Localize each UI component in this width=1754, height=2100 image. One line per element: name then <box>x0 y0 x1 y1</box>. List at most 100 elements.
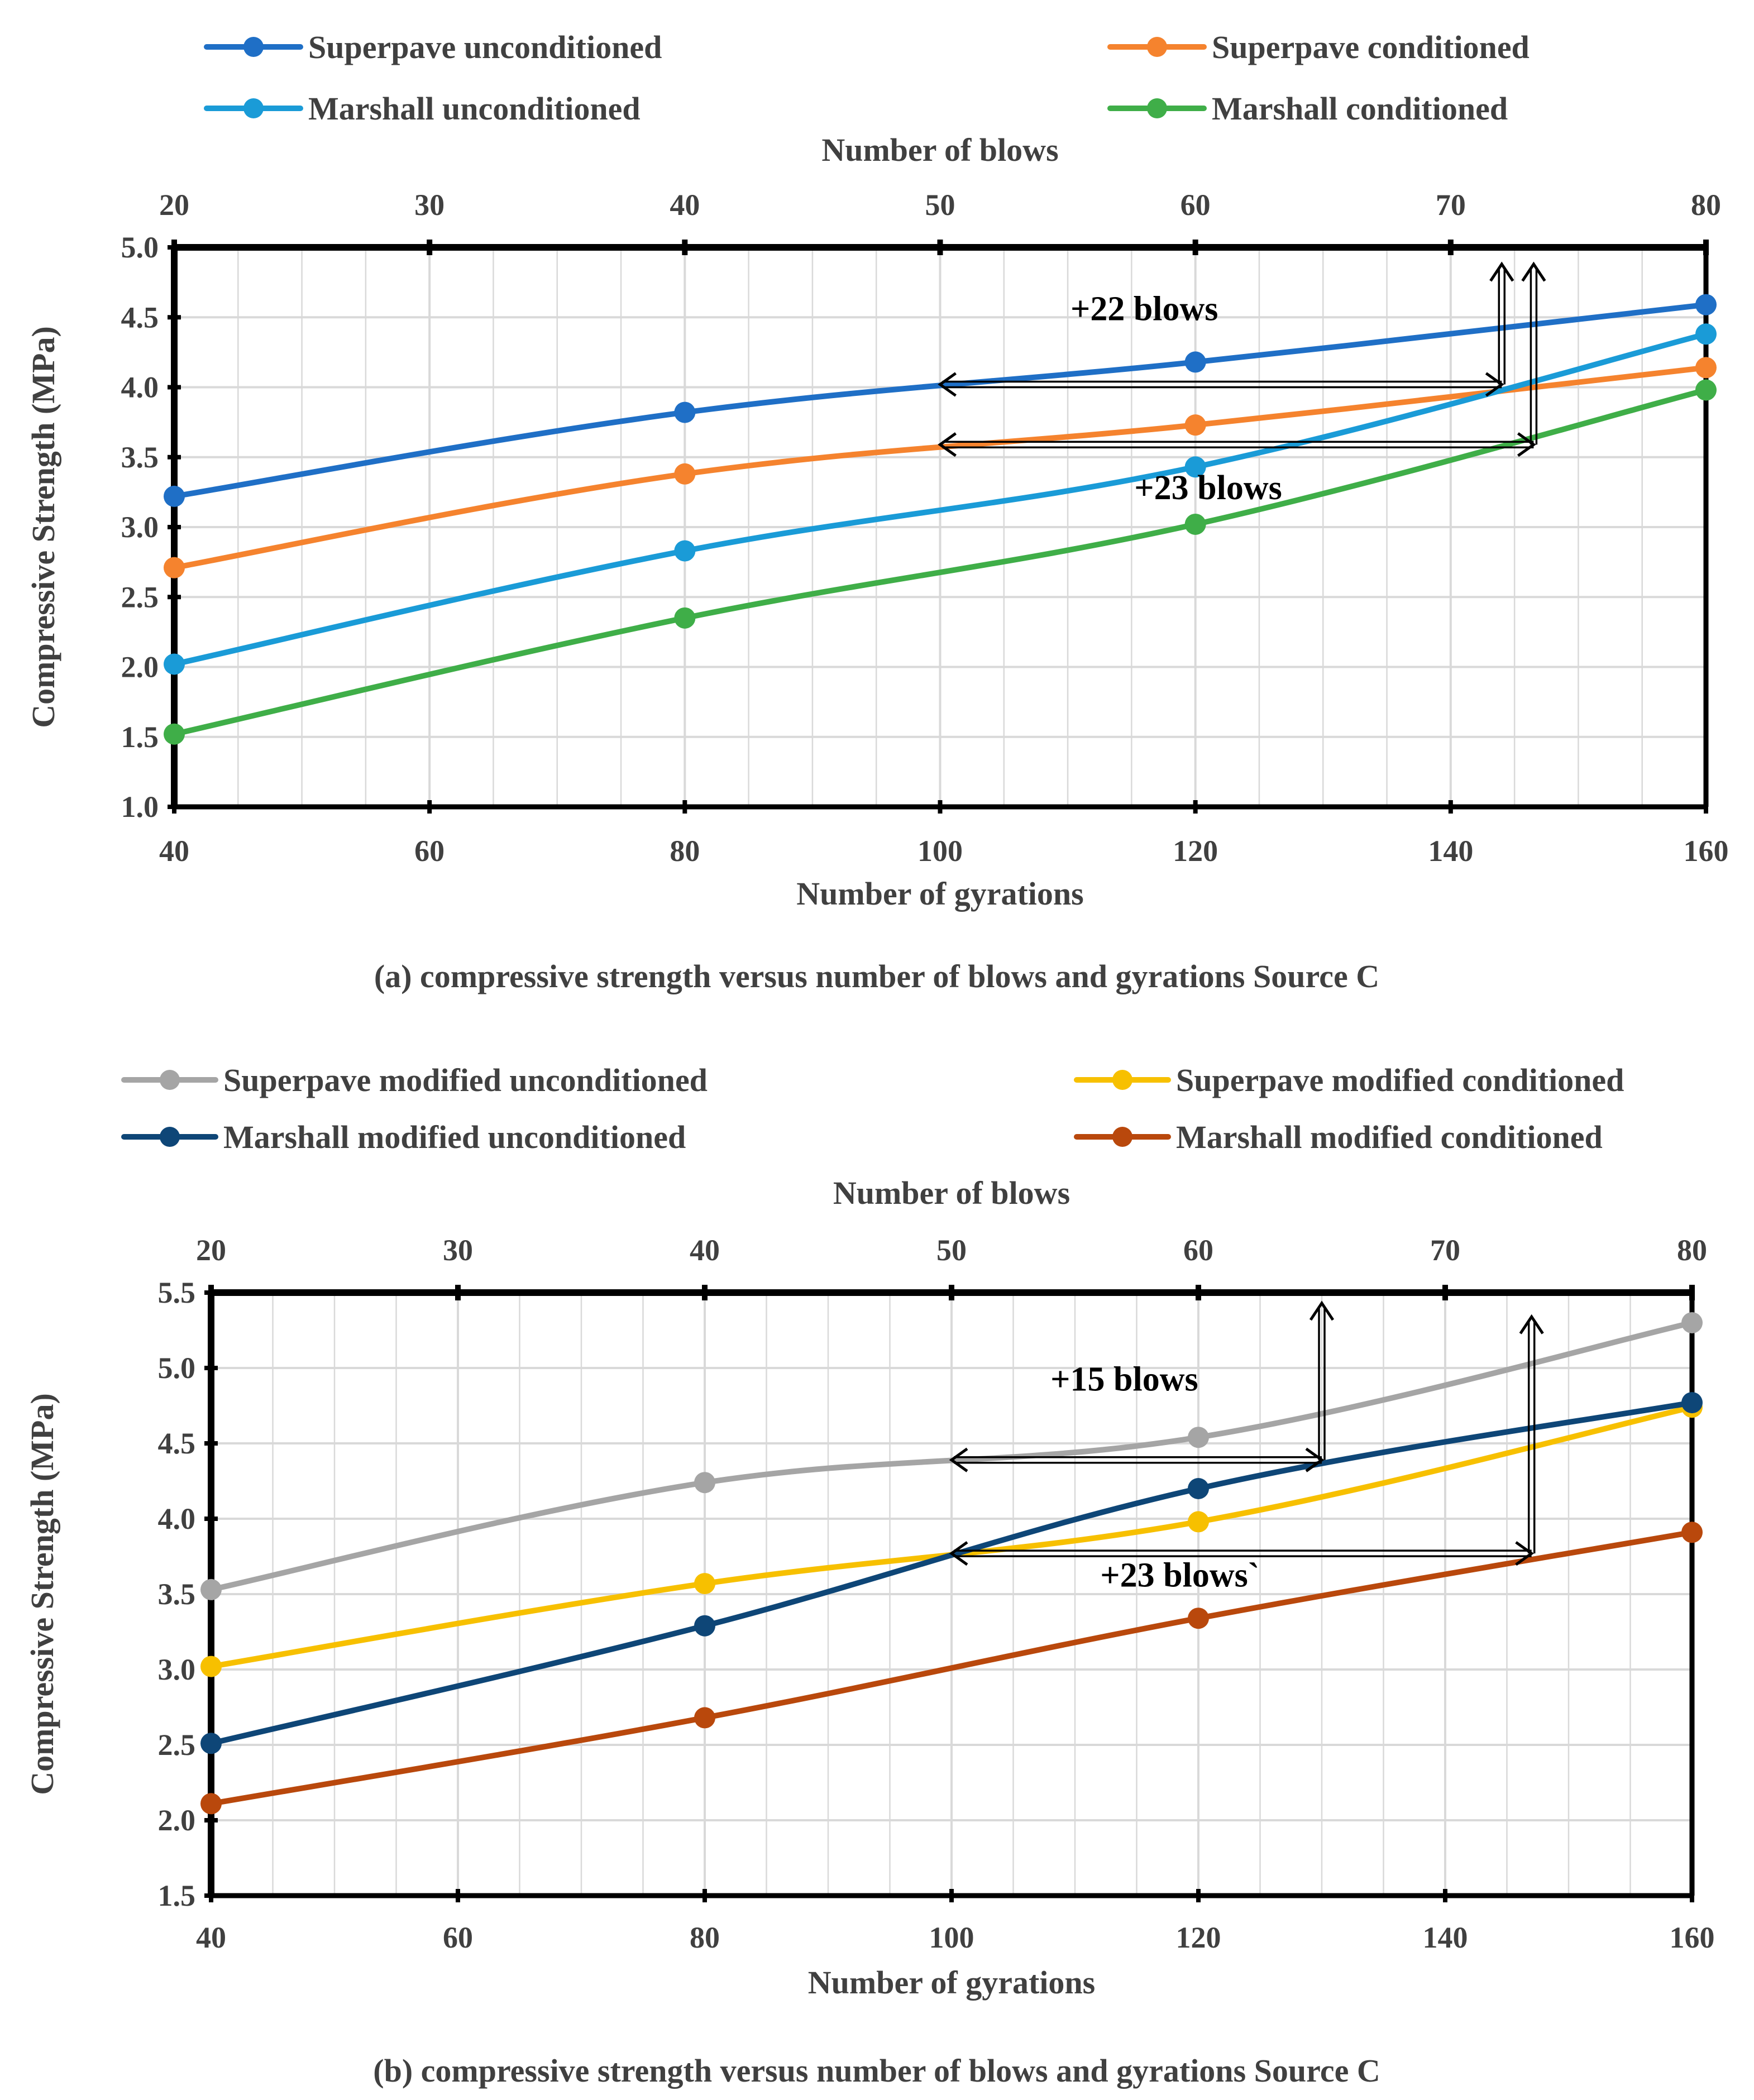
top-axis-title: Number of blows <box>833 1175 1070 1211</box>
data-point <box>1184 513 1206 535</box>
data-point <box>1184 456 1206 478</box>
y-tick-label: 2.5 <box>158 1728 196 1762</box>
arrow-head-left <box>949 1541 968 1566</box>
arrow-head-up <box>1519 1314 1544 1334</box>
arrow-head-right <box>1517 432 1536 457</box>
arrow-head-right <box>1515 1541 1535 1566</box>
data-point <box>164 557 185 578</box>
y-tick-label: 4.5 <box>158 1427 196 1460</box>
y-tick-label: 3.5 <box>121 441 159 474</box>
legend-label: Marshall conditioned <box>1212 90 1508 127</box>
series-marshall-unconditioned <box>164 323 1717 675</box>
series-line <box>208 1529 1695 1807</box>
legend-label: Superpave unconditioned <box>308 29 662 65</box>
legend-swatch-marker <box>160 1070 180 1090</box>
legend-swatch-marker <box>243 37 264 57</box>
y-axis-title: Compressive Strength (MPa) <box>25 326 61 728</box>
arrow-head-right <box>1485 372 1504 397</box>
data-point <box>1681 1522 1703 1543</box>
top-tick-label: 60 <box>1181 188 1211 222</box>
bottom-tick-label: 60 <box>414 834 445 868</box>
series-marshall-conditioned <box>164 379 1717 745</box>
bottom-tick-label: 40 <box>159 834 189 868</box>
arrow-head-right <box>1305 1447 1325 1472</box>
bottom-tick-label: 100 <box>917 834 963 868</box>
data-point <box>674 401 696 423</box>
y-tick-label: 5.0 <box>158 1351 196 1385</box>
bottom-tick-label: 160 <box>1670 1921 1715 1954</box>
data-point <box>200 1793 222 1815</box>
y-tick-label: 1.5 <box>121 720 159 754</box>
data-point <box>674 463 696 485</box>
arrow-head-left <box>938 432 957 457</box>
figure-caption: (a) compressive strength versus number o… <box>374 958 1379 994</box>
legend-item: Superpave conditioned <box>1107 29 1530 65</box>
data-point <box>1695 357 1717 379</box>
legend: Superpave modified unconditioned Superpav… <box>121 1062 1624 1155</box>
data-point <box>1695 294 1717 315</box>
arrow-head-left <box>938 372 957 397</box>
y-tick-label: 1.0 <box>121 790 159 824</box>
bottom-tick-label: 100 <box>929 1921 974 1954</box>
legend-label: Marshall modified unconditioned <box>223 1119 686 1155</box>
legend-swatch-marker <box>1112 1127 1132 1147</box>
data-point <box>1184 414 1206 436</box>
arrow-head-up <box>1521 261 1546 282</box>
legend-swatch-marker <box>1112 1070 1132 1090</box>
legend: Superpave unconditioned Superpave conditi… <box>204 29 1530 127</box>
data-point <box>694 1707 715 1729</box>
annotation-label: +22 blows <box>1070 290 1218 328</box>
y-tick-label: 3.0 <box>121 510 159 544</box>
series-line <box>171 387 1709 737</box>
annotation-label: +23 blows <box>1134 469 1282 507</box>
data-point <box>1188 1608 1209 1629</box>
series-marshall-modified-unconditioned <box>200 1392 1703 1754</box>
data-point <box>694 1615 715 1637</box>
bottom-tick-label: 120 <box>1173 834 1218 868</box>
legend-item: Marshall modified conditioned <box>1074 1119 1603 1155</box>
data-point <box>200 1733 222 1754</box>
annotation-label: +23 blows` <box>1100 1557 1259 1595</box>
y-tick-label: 1.5 <box>158 1879 196 1912</box>
y-tick-label: 5.0 <box>121 231 159 264</box>
series-line <box>208 1400 1695 1747</box>
data-point <box>164 723 185 745</box>
legend-label: Marshall modified conditioned <box>1176 1119 1603 1155</box>
data-point <box>694 1472 715 1494</box>
y-tick-label: 4.0 <box>121 371 159 404</box>
top-tick-label: 80 <box>1677 1233 1707 1267</box>
arrow-head-up <box>1489 261 1514 282</box>
data-point <box>164 485 185 507</box>
top-tick-label: 20 <box>196 1233 226 1267</box>
y-tick-label: 3.5 <box>158 1577 196 1611</box>
data-point <box>674 607 696 629</box>
legend-swatch-marker <box>243 98 264 118</box>
bottom-axis-title: Number of gyrations <box>808 1964 1095 2001</box>
top-tick-label: 50 <box>936 1233 967 1267</box>
chart-panel-a: 20 30 40 50 60 70 80 40 60 80 100 120 140 160 1.0 1.5 2.… <box>25 29 1729 994</box>
data-point <box>1681 1392 1703 1414</box>
bottom-tick-label: 40 <box>196 1921 226 1954</box>
data-point <box>1188 1478 1209 1499</box>
data-point <box>200 1578 222 1600</box>
series-line <box>171 331 1709 667</box>
legend-label: Superpave conditioned <box>1212 29 1530 65</box>
bottom-tick-label: 140 <box>1428 834 1473 868</box>
series-marshall-modified-conditioned <box>200 1522 1703 1815</box>
axes <box>168 240 1709 814</box>
legend-item: Marshall conditioned <box>1107 90 1508 127</box>
top-tick-label: 50 <box>925 188 955 222</box>
legend-label: Superpave modified unconditioned <box>223 1062 708 1098</box>
top-tick-label: 20 <box>159 188 189 222</box>
legend-swatch-marker <box>160 1127 180 1147</box>
legend-label: Superpave modified conditioned <box>1176 1062 1624 1098</box>
data-point <box>1681 1312 1703 1333</box>
y-tick-label: 2.0 <box>158 1804 196 1837</box>
top-tick-label: 30 <box>414 188 445 222</box>
annotation-arrow <box>938 261 1514 397</box>
legend-item: Marshall unconditioned <box>204 90 641 127</box>
annotation-arrow <box>949 1314 1544 1566</box>
bottom-tick-label: 60 <box>443 1921 473 1954</box>
y-tick-label: 5.5 <box>158 1276 196 1309</box>
